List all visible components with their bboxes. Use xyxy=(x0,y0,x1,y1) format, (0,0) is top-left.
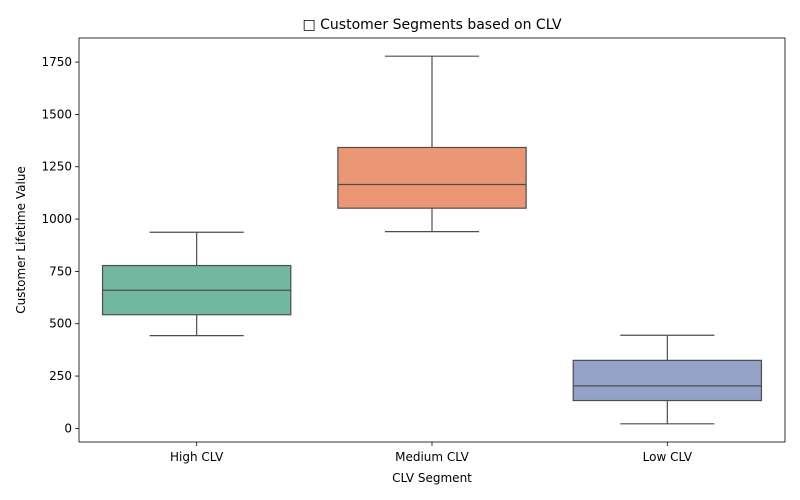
iqr-box xyxy=(337,146,527,209)
y-tick-label: 0 xyxy=(64,421,72,435)
y-tick-label: 250 xyxy=(49,369,72,383)
y-tick-label: 500 xyxy=(49,317,72,331)
x-axis-label: CLV Segment xyxy=(392,471,472,485)
y-axis-label: Customer Lifetime Value xyxy=(14,166,28,314)
box-2 xyxy=(572,334,763,425)
x-axis: High CLV Medium CLV Low CLV xyxy=(170,442,693,464)
y-axis: 0 250 500 750 1000 1250 1500 1750 xyxy=(41,55,79,435)
y-tick-label: 1750 xyxy=(41,55,72,69)
y-tick-label: 750 xyxy=(49,264,72,278)
y-tick-label: 1250 xyxy=(41,160,72,174)
y-tick-label: 1000 xyxy=(41,212,72,226)
x-tick-label: Low CLV xyxy=(643,450,693,464)
chart-title: □ Customer Segments based on CLV xyxy=(302,17,562,33)
box-series xyxy=(101,55,763,425)
x-tick-label: High CLV xyxy=(170,450,224,464)
y-tick-label: 1500 xyxy=(41,107,72,121)
box-1 xyxy=(337,55,527,233)
x-tick-label: Medium CLV xyxy=(395,450,470,464)
iqr-box xyxy=(572,359,763,402)
box-0 xyxy=(101,231,292,337)
